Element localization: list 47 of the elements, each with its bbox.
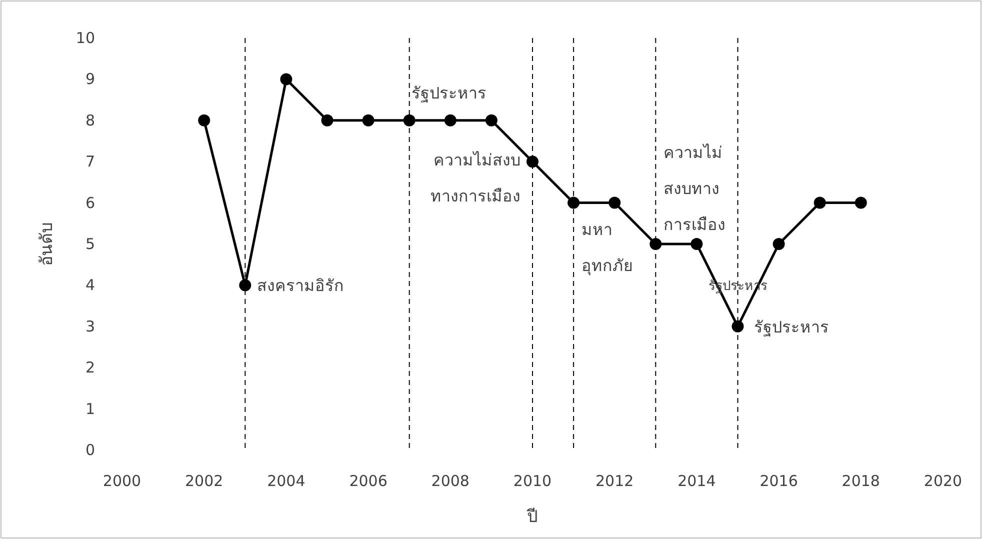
x-axis-title: ปี — [526, 507, 538, 527]
point — [444, 114, 456, 126]
x-tick-label: 2018 — [842, 472, 880, 490]
x-tick-label: 2016 — [760, 472, 798, 490]
y-tick-label: 10 — [76, 29, 95, 47]
point — [608, 196, 621, 209]
x-tick-label: 2020 — [924, 472, 962, 490]
point — [280, 73, 292, 86]
point — [814, 196, 826, 209]
y-tick-label: 2 — [85, 358, 95, 377]
y-tick-label: 4 — [85, 276, 95, 294]
annotation: มหา อุทกภัย — [582, 220, 633, 276]
point — [321, 114, 334, 126]
x-tick-label: 2012 — [596, 472, 634, 490]
y-tick-label: 8 — [85, 111, 95, 130]
y-tick-label: 1 — [85, 400, 95, 418]
annotation: รัฐประหาร — [754, 317, 829, 336]
point — [690, 238, 703, 250]
annotation: รัฐประหาร — [411, 83, 486, 102]
y-tick-label: 6 — [85, 194, 95, 212]
point — [650, 238, 662, 250]
x-tick-label: 2008 — [431, 472, 470, 490]
annotation: ความไม่ สงบทาง การเมือง — [664, 143, 726, 234]
x-tick-label: 2010 — [513, 472, 552, 490]
point — [362, 114, 374, 126]
point — [772, 238, 785, 250]
x-tick-label: 2004 — [267, 472, 306, 490]
point — [198, 114, 210, 126]
point — [485, 114, 498, 126]
y-tick-label: 3 — [85, 317, 95, 336]
point — [568, 196, 580, 209]
point — [732, 320, 744, 332]
annotation: ความไม่สงบ ทางการเมือง — [430, 150, 520, 206]
y-tick-label: 0 — [85, 441, 95, 459]
y-tick-label: 7 — [85, 152, 95, 171]
x-tick-label: 2002 — [185, 472, 224, 490]
y-tick-label: 9 — [85, 70, 95, 88]
y-axis-title: อันดับ — [37, 222, 57, 266]
y-tick-label: 5 — [85, 235, 95, 253]
point — [239, 279, 252, 292]
x-tick-label: 2000 — [102, 472, 142, 490]
x-tick-label: 2014 — [678, 472, 716, 490]
point — [526, 156, 538, 168]
x-tick-label: 2006 — [349, 472, 388, 490]
point — [403, 114, 416, 126]
point — [854, 196, 867, 209]
annotation: สงครามอิรัก — [257, 276, 344, 296]
